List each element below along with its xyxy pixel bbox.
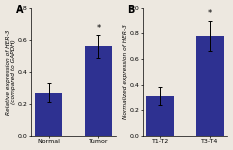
Bar [147, 96, 174, 136]
Text: *: * [208, 9, 212, 18]
Text: *: * [96, 24, 100, 33]
Y-axis label: Relative expression of HER-3
(compared to GAPDH): Relative expression of HER-3 (compared t… [6, 29, 16, 115]
Bar [35, 93, 62, 136]
Bar [196, 36, 224, 136]
Y-axis label: Normalized expression of HER-3: Normalized expression of HER-3 [123, 24, 128, 119]
Text: A: A [16, 5, 23, 15]
Bar [85, 46, 112, 136]
Text: B: B [127, 5, 135, 15]
